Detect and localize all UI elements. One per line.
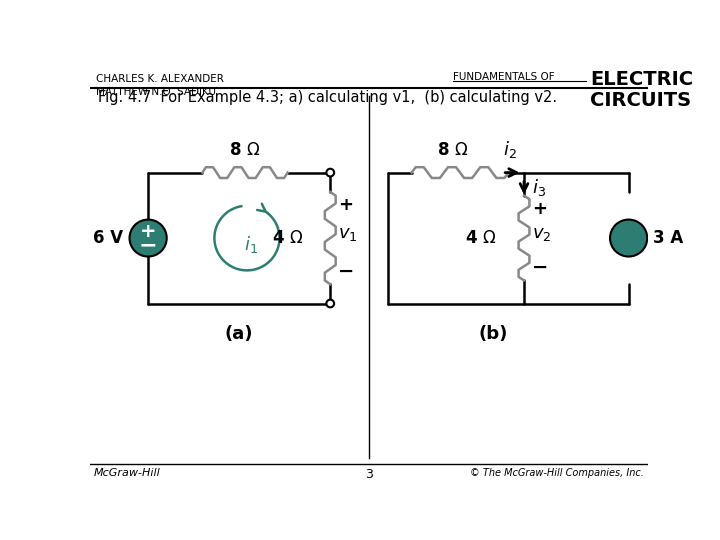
Text: +: + [140,222,156,241]
Text: +: + [338,195,353,214]
Text: $i_1$: $i_1$ [244,234,258,255]
Text: CHARLES K. ALEXANDER
MATTHEW N.O. SADIKU: CHARLES K. ALEXANDER MATTHEW N.O. SADIKU [96,74,224,97]
Text: 3 A: 3 A [654,229,684,247]
Text: FUNDAMENTALS OF: FUNDAMENTALS OF [453,72,554,82]
Text: 4 $\Omega$: 4 $\Omega$ [271,229,303,247]
Text: −: − [139,235,158,255]
Text: $i_3$: $i_3$ [532,178,546,199]
Circle shape [130,220,167,256]
Text: $v_2$: $v_2$ [532,225,551,243]
Circle shape [326,300,334,307]
Text: +: + [532,200,546,218]
Text: (b): (b) [478,325,508,343]
Text: Fig. 4.7  For Example 4.3; a) calculating v1,  (b) calculating v2.: Fig. 4.7 For Example 4.3; a) calculating… [98,90,557,105]
Text: 3: 3 [365,468,373,481]
Text: 6 V: 6 V [93,229,123,247]
Text: 8 $\Omega$: 8 $\Omega$ [229,141,261,159]
Text: −: − [338,261,354,280]
Text: $v_1$: $v_1$ [338,225,358,243]
Text: 8 $\Omega$: 8 $\Omega$ [436,141,468,159]
Text: −: − [532,258,548,276]
Text: ELECTRIC
CIRCUITS: ELECTRIC CIRCUITS [590,70,693,111]
Text: 4 $\Omega$: 4 $\Omega$ [465,229,497,247]
Text: McGraw-Hill: McGraw-Hill [94,468,161,477]
Text: (a): (a) [225,325,253,343]
Text: $i_2$: $i_2$ [503,139,517,160]
Circle shape [326,168,334,177]
Circle shape [610,220,647,256]
Text: © The McGraw-Hill Companies, Inc.: © The McGraw-Hill Companies, Inc. [470,468,644,477]
